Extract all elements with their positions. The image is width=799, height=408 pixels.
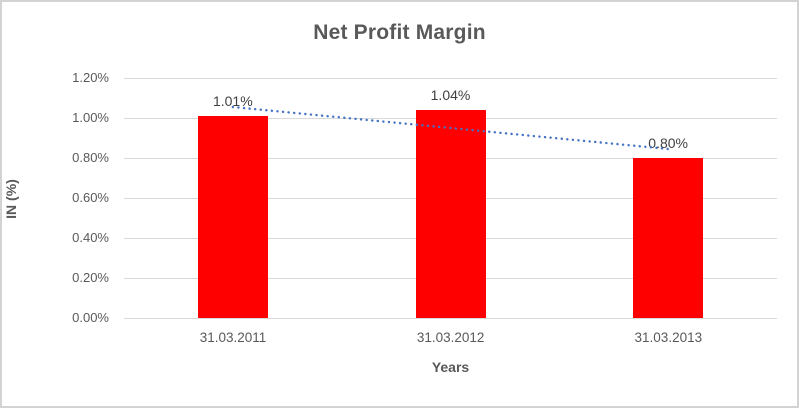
trendline [231, 105, 670, 151]
y-tick-label: 0.80% [72, 150, 109, 165]
y-tick-label: 0.00% [72, 310, 109, 325]
x-tick-label: 31.03.2012 [416, 330, 485, 345]
bar [415, 110, 486, 318]
bar [197, 116, 268, 318]
bar-data-label: 0.80% [648, 135, 688, 151]
x-tick-label: 31.03.2011 [199, 330, 267, 345]
y-axis-title: IN (%) [3, 179, 19, 219]
bar [633, 158, 704, 318]
y-tick-label: 1.00% [72, 110, 109, 125]
y-tick-label: 0.60% [72, 190, 109, 205]
bar-data-label: 1.01% [212, 93, 253, 109]
plot-area: 1.01% 1.04% 0.80% [124, 78, 777, 319]
bar-data-label: 1.04% [430, 87, 471, 103]
x-tick-label: 31.03.2013 [634, 330, 703, 345]
y-tick-label: 0.20% [72, 270, 109, 285]
gridline [124, 318, 777, 319]
x-axis-title: Years [431, 359, 470, 375]
y-tick-label: 0.40% [72, 230, 109, 245]
chart-title: Net Profit Margin [313, 21, 486, 44]
gridline [124, 78, 777, 79]
y-tick-label: 1.20% [72, 70, 109, 85]
